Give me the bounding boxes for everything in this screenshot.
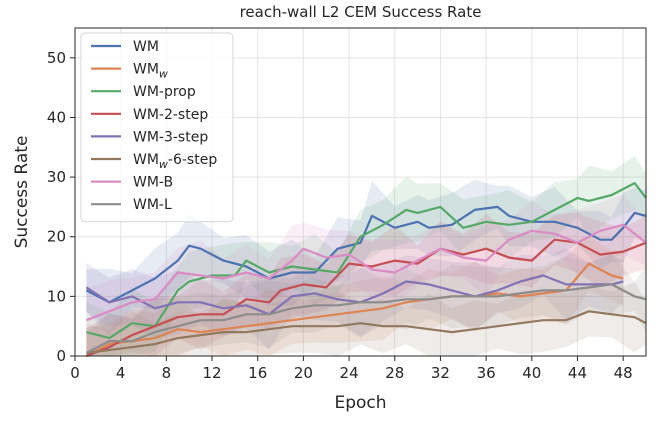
x-tick-label: 0 xyxy=(70,364,80,382)
y-axis-label: Success Rate xyxy=(12,136,32,249)
x-tick-label: 8 xyxy=(162,364,172,382)
chart-title: reach-wall L2 CEM Success Rate xyxy=(240,3,482,21)
variance-band xyxy=(86,253,646,356)
x-tick-label: 28 xyxy=(385,364,404,382)
x-tick-label: 40 xyxy=(522,364,541,382)
series-line xyxy=(86,223,647,322)
series-line xyxy=(85,205,647,304)
legend-label: WMw-6-step xyxy=(133,152,217,171)
x-tick-label: 44 xyxy=(568,364,587,382)
legend-label: WM-prop xyxy=(133,84,196,100)
variance-band xyxy=(86,179,646,336)
series-line xyxy=(85,283,647,354)
series-line xyxy=(85,262,624,357)
y-tick-label: 20 xyxy=(47,228,66,246)
legend-label: WM-L xyxy=(133,197,172,213)
x-tick-label: 16 xyxy=(248,364,267,382)
variance-band xyxy=(86,155,646,356)
x-tick-label: 20 xyxy=(294,364,313,382)
variance-band xyxy=(86,194,646,353)
legend-label: WM-3-step xyxy=(133,129,208,145)
y-tick-label: 50 xyxy=(47,49,66,67)
y-tick-label: 40 xyxy=(47,108,66,126)
legend-label: WM-B xyxy=(133,175,173,191)
legend-label: WM xyxy=(133,39,159,55)
legend-box xyxy=(80,32,234,223)
x-tick-label: 24 xyxy=(340,364,359,382)
variance-band xyxy=(86,248,624,350)
variance-band xyxy=(86,282,646,356)
legend-label: WM-2-step xyxy=(133,107,208,123)
legend-label: WMw xyxy=(133,62,168,81)
x-tick-label: 48 xyxy=(614,364,633,382)
y-tick-label: 10 xyxy=(47,287,66,305)
variance-band xyxy=(86,236,624,356)
y-tick-label: 0 xyxy=(56,347,66,365)
x-tick-label: 36 xyxy=(477,364,496,382)
x-tick-label: 12 xyxy=(202,364,221,382)
legend: WM WMw WM-prop WM-2-step WM-3-step WMw-6-step… xyxy=(80,32,234,223)
x-tick-label: 4 xyxy=(116,364,126,382)
x-tick-label: 32 xyxy=(431,364,450,382)
series-line xyxy=(86,238,647,358)
y-tick-label: 30 xyxy=(47,168,66,186)
plot-frame xyxy=(74,27,647,357)
series-line xyxy=(86,182,647,340)
series-line xyxy=(86,310,647,355)
series-lines xyxy=(85,182,647,358)
x-axis-label: Epoch xyxy=(334,393,386,413)
